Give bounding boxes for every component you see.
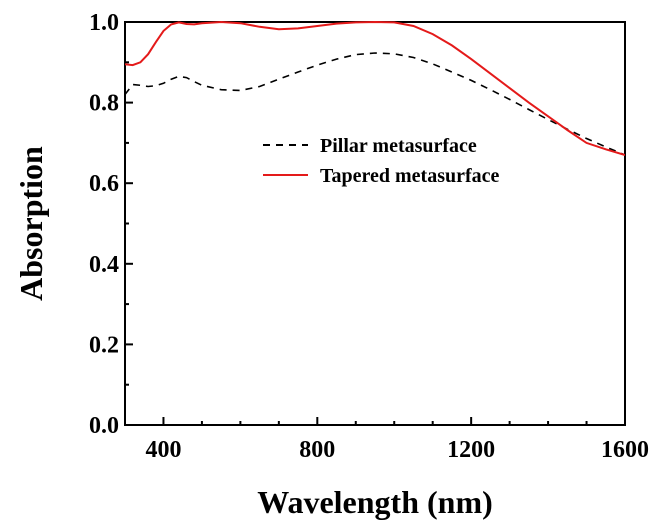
x-tick-label: 1600 (601, 437, 649, 463)
x-tick-label: 1200 (447, 437, 495, 463)
y-tick-label: 0.0 (89, 413, 119, 439)
legend-label: Tapered metasurface (320, 165, 500, 187)
y-tick-label: 0.6 (89, 171, 119, 197)
x-tick-label: 800 (299, 437, 335, 463)
y-tick-label: 0.4 (89, 252, 119, 278)
legend: Pillar metasurface Tapered metasurface (263, 135, 500, 187)
y-axis-title: Absorption (13, 146, 49, 301)
x-axis-title: Wavelength (nm) (257, 484, 493, 520)
plot-frame (124, 21, 626, 426)
y-tick-label: 0.2 (89, 332, 119, 358)
axes: 400 800 1200 1600 0.0 0.2 0.4 0.6 0.8 1.0 Waveleng… (13, 10, 649, 520)
y-tick-label: 0.8 (89, 91, 119, 117)
series-line-tapered-metasurface (125, 20, 625, 156)
y-tick-label: 1.0 (89, 10, 119, 36)
x-tick-label: 400 (145, 437, 181, 463)
legend-label: Pillar metasurface (320, 135, 477, 157)
series-layer (125, 20, 625, 156)
